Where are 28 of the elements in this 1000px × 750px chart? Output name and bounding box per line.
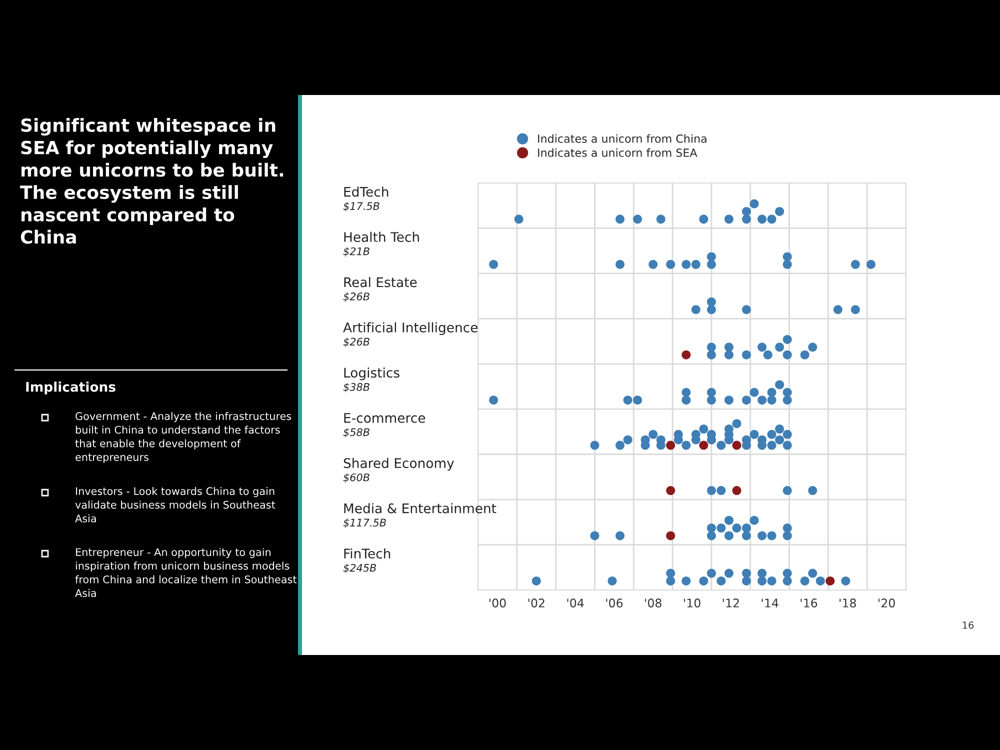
x-tick-label: '04: [567, 598, 584, 608]
x-tick-label: '10: [684, 598, 700, 608]
x-tick-label: '12: [722, 598, 739, 608]
x-tick-label: '02: [528, 598, 544, 608]
y-tick-label: Health Tech $21B: [343, 232, 419, 257]
y-tick-label: Shared Economy $60B: [343, 458, 454, 483]
x-tick-label: '16: [800, 598, 818, 608]
x-tick-label: '00: [489, 598, 506, 608]
x-tick-label: '06: [606, 598, 623, 608]
y-tick-label: FinTech $245B: [343, 548, 390, 574]
y-tick-label: Media & Entertainment $117.5B: [343, 503, 496, 528]
text: 16: [962, 621, 974, 629]
y-tick-label: Logistics $38B: [343, 367, 400, 392]
legend-label: Indicates a unicorn from SEA: [538, 148, 698, 157]
x-tick-label: '14: [762, 598, 778, 608]
text: Implications: [26, 382, 116, 394]
y-tick-label: Artificial Intelligence $26B: [343, 322, 478, 348]
y-tick-label: E-commerce $58B: [343, 413, 426, 438]
text: Investors - Look towards China to gain validate business models in Southeast Asia: [75, 487, 276, 522]
text: Significant whitespace in SEA for potentially many more unicorns to be built. The ecosystem is still nascent compared to China: [20, 118, 284, 244]
y-tick-label: EdTech $17.5B: [343, 186, 388, 212]
y-tick-label: Real Estate $26B: [343, 277, 417, 302]
legend-label: Indicates a unicorn from China: [538, 134, 706, 143]
x-tick-label: '18: [840, 598, 856, 608]
text: Entrepreneur - An opportunity to gain inspiration from unicorn business models from China and localize them in Southeast Asia: [75, 548, 297, 597]
x-tick-label: '20: [878, 598, 895, 608]
text: Government - Analyze the infrastructures built in China to understand the factors that enable the development of entrepreneurs: [75, 412, 292, 464]
x-tick-label: '08: [645, 598, 662, 608]
